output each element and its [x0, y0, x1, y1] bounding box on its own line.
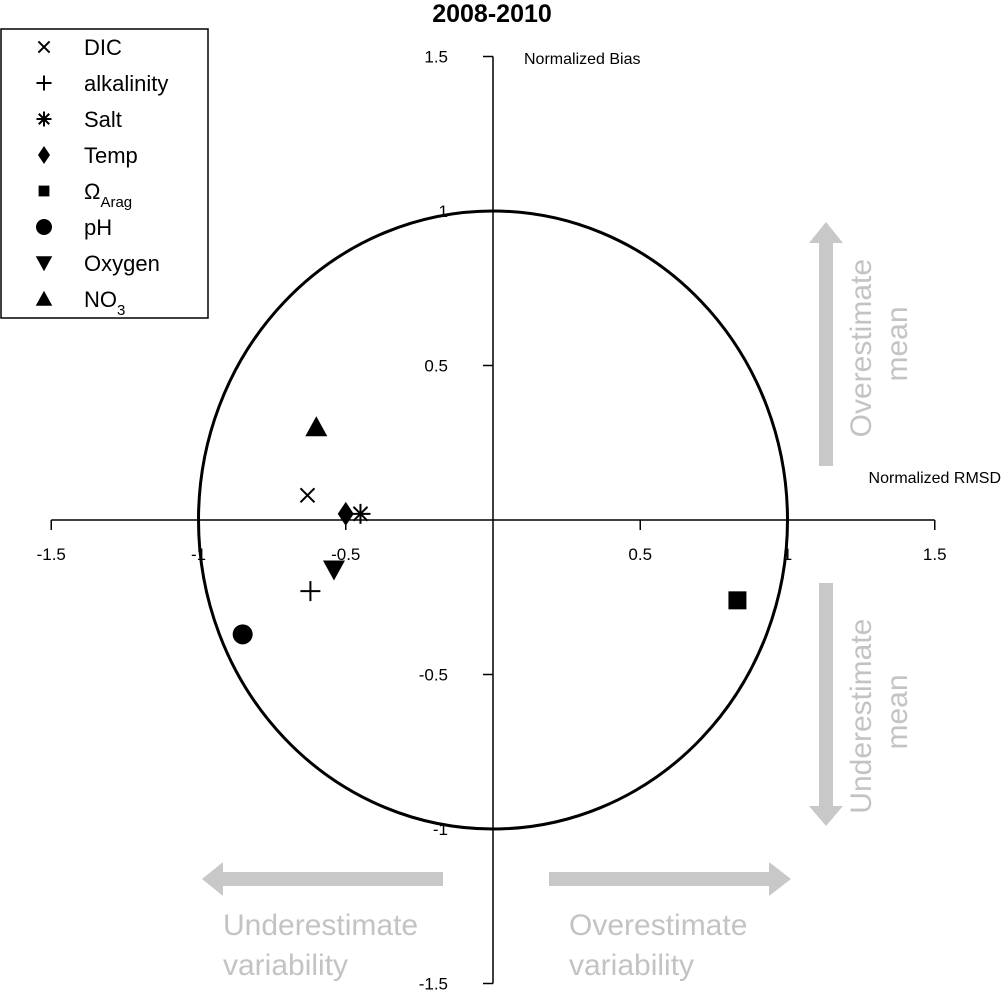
- legend-item: DIC: [37, 35, 122, 60]
- legend-item: pH: [36, 215, 112, 240]
- plus-marker-icon: [36, 75, 52, 91]
- data-point-oxygen: [322, 560, 345, 581]
- legend-label: pH: [84, 215, 112, 240]
- legend-label-main: Ω: [84, 179, 100, 204]
- square-marker-icon: [728, 591, 747, 610]
- underestimate-mean-label: Underestimate mean: [845, 610, 914, 813]
- diamond-marker-icon: [337, 501, 354, 526]
- annotation-arrows: [202, 222, 843, 896]
- circle-marker-icon: [232, 624, 253, 645]
- legend-item: Temp: [38, 143, 138, 168]
- diamond-marker-icon: [38, 146, 50, 164]
- asterisk-marker-icon: [350, 503, 371, 524]
- overestimate-mean-line-2: mean: [881, 306, 914, 381]
- circle-marker-icon: [36, 219, 52, 235]
- underestimate-mean-arrow: [809, 583, 843, 826]
- underestimate-mean-line-1: Underestimate: [845, 619, 878, 814]
- legend-marker: [38, 185, 50, 197]
- plus-marker-icon: [300, 581, 321, 602]
- overestimate-mean-label: Overestimate mean: [845, 251, 914, 438]
- legend-label-subscript: Arag: [100, 194, 132, 211]
- overestimate-variability-label: Overestimate variability: [569, 909, 756, 982]
- triangle-down-marker-icon: [35, 256, 53, 272]
- x-marker-icon: [299, 487, 316, 503]
- legend-label: alkalinity: [84, 71, 168, 96]
- legend-label: ΩArag: [84, 179, 132, 211]
- x-tick-label: 0.5: [628, 545, 652, 564]
- legend-label-main: Oxygen: [84, 251, 160, 276]
- overestimate-variability-arrow: [549, 862, 791, 896]
- data-point-alkalinity: [300, 581, 321, 602]
- data-point-salt: [350, 503, 371, 524]
- axes: -1.5 -1 -0.5 0.5 1 1.5 1.5 1 0.5 -0.5 -1 -1.5 Normal…: [37, 48, 1001, 993]
- overestimate-variability-line-1: Overestimate: [569, 909, 747, 942]
- legend-item: Salt: [36, 107, 122, 132]
- legend-label-subscript: 3: [117, 302, 125, 319]
- y-tick-label: -1: [433, 820, 448, 839]
- legend-box: [0, 28, 209, 319]
- data-point-dic: [299, 487, 316, 503]
- y-tick-label: -1.5: [419, 975, 448, 993]
- x-axis-title: Normalized RMSD: [869, 470, 1001, 487]
- legend-item: ΩArag: [38, 179, 132, 211]
- x-tick-label: -0.5: [331, 545, 360, 564]
- legend-label: Oxygen: [84, 251, 160, 276]
- data-point-no3: [305, 416, 328, 437]
- square-marker-icon: [38, 185, 50, 197]
- legend-label-main: alkalinity: [84, 71, 168, 96]
- underestimate-variability-label: Underestimate variability: [223, 909, 426, 982]
- legend-label-main: NO: [84, 287, 117, 312]
- legend-label: Salt: [84, 107, 122, 132]
- x-tick-label: 1: [783, 545, 792, 564]
- legend-label-main: DIC: [84, 35, 122, 60]
- legend-marker: [35, 256, 53, 272]
- legend-label: DIC: [84, 35, 122, 60]
- y-tick-label: -0.5: [419, 666, 448, 685]
- overestimate-mean-line-1: Overestimate: [845, 259, 878, 437]
- underestimate-variability-line-2: variability: [223, 949, 348, 982]
- triangle-down-marker-icon: [322, 560, 345, 581]
- legend-label: NO3: [84, 287, 125, 319]
- legend-item: Oxygen: [35, 251, 160, 276]
- y-tick-label: 0.5: [424, 357, 448, 376]
- underestimate-variability-line-1: Underestimate: [223, 909, 418, 942]
- data-point-ωarag: [728, 591, 747, 610]
- legend-label-main: Temp: [84, 143, 138, 168]
- legend-marker: [35, 290, 53, 306]
- data-point-temp: [337, 501, 354, 526]
- x-marker-icon: [37, 40, 51, 54]
- chart-title: 2008-2010: [432, 0, 552, 28]
- legend-item: alkalinity: [36, 71, 168, 96]
- x-tick-label: 1.5: [923, 545, 947, 564]
- legend: DIC alkalinity Salt Temp ΩArag pH Oxygen NO3: [0, 28, 209, 319]
- triangle-up-marker-icon: [305, 416, 328, 437]
- legend-marker: [36, 111, 52, 127]
- legend-marker: [36, 75, 52, 91]
- underestimate-mean-line-2: mean: [881, 674, 914, 749]
- underestimate-variability-arrow: [202, 862, 443, 896]
- legend-marker: [37, 40, 51, 54]
- legend-label-main: Salt: [84, 107, 122, 132]
- triangle-up-marker-icon: [35, 290, 53, 306]
- legend-marker: [38, 146, 50, 164]
- y-axis-title: Normalized Bias: [524, 51, 640, 68]
- legend-items: DIC alkalinity Salt Temp ΩArag pH Oxygen NO3: [35, 35, 168, 319]
- annotation-labels: Overestimate mean Underestimate mean Und…: [223, 251, 914, 982]
- legend-item: NO3: [35, 287, 125, 319]
- data-markers: [232, 416, 747, 645]
- data-point-ph: [232, 624, 253, 645]
- legend-label-main: pH: [84, 215, 112, 240]
- x-tick-label: -1.5: [37, 545, 66, 564]
- legend-label: Temp: [84, 143, 138, 168]
- y-tick-label: 1: [439, 202, 448, 221]
- overestimate-variability-line-2: variability: [569, 949, 694, 982]
- y-tick-label: 1.5: [424, 48, 448, 67]
- asterisk-marker-icon: [36, 111, 52, 127]
- x-tick-label: -1: [191, 545, 206, 564]
- legend-marker: [36, 219, 52, 235]
- overestimate-mean-arrow: [809, 222, 843, 466]
